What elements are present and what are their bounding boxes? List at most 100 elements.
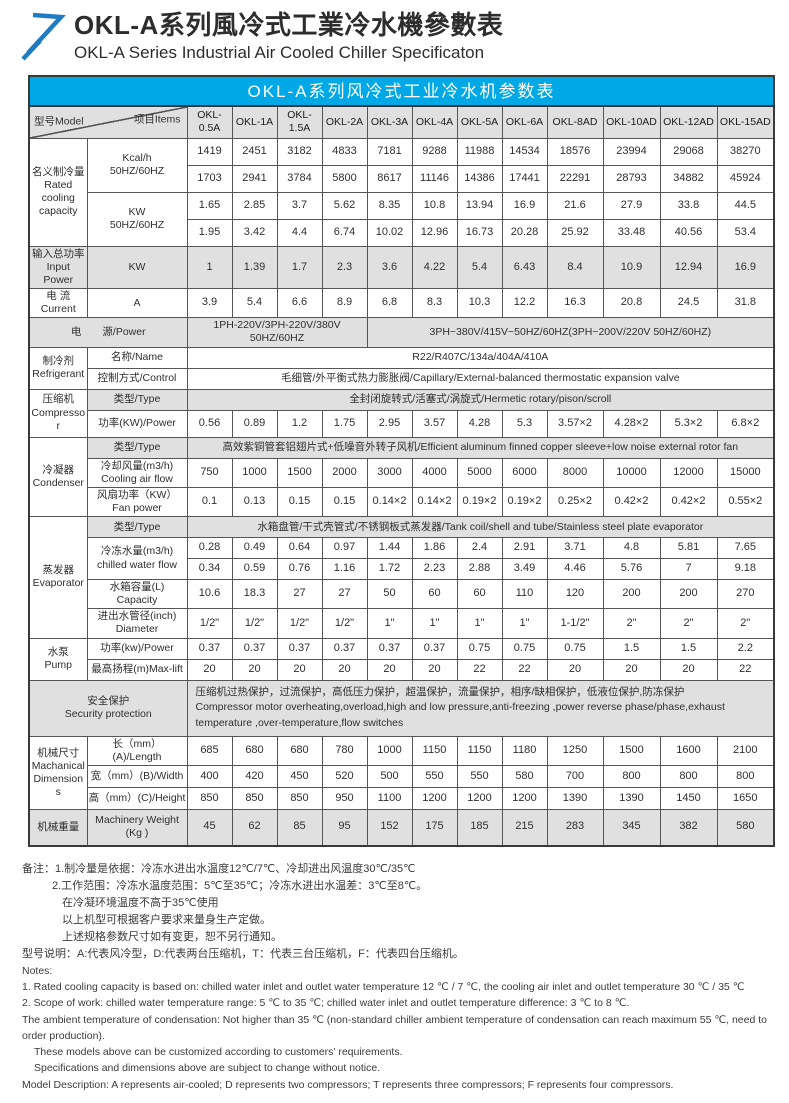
note-line: 在冷凝环境温度不高于35℃使用: [62, 896, 219, 909]
value-cell: 60: [411, 579, 458, 610]
row-group-label-security: 安全保护 Security protection: [28, 679, 188, 737]
value-cell: 6.74: [321, 218, 368, 247]
value-cell: 20: [321, 658, 368, 681]
value-cell: 8.35: [366, 191, 413, 220]
table-row: 蒸发器 Evaporator 类型/Type 水箱盘管/干式壳管式/不锈钢板式蒸…: [28, 516, 775, 639]
row-group-label-refrigerant: 制冷剂 Refrigerant: [28, 346, 88, 390]
value-cell: 1/2": [186, 608, 233, 639]
value-cell: 185: [456, 809, 503, 847]
value-cell: 2.2: [716, 637, 775, 660]
value-cell: 2": [716, 608, 775, 639]
table-row: 进出水管径(inch) Diameter 1/2" 1/2" 1/2" 1/2" 1" 1…: [29, 608, 775, 639]
value-cell: 1.7: [276, 245, 323, 290]
value-cell: 10.02: [366, 218, 413, 247]
value-cell: 31.8: [716, 288, 775, 319]
value-cell: 22: [716, 658, 775, 681]
model-header-cell: OKL-10AD: [602, 105, 661, 139]
value-cell: 120: [546, 579, 604, 610]
value-cell: 0.89: [231, 409, 278, 438]
value-cell: 0.97: [321, 537, 368, 560]
value-cell: 2100: [716, 735, 775, 767]
value-cell: 1.5: [659, 637, 718, 660]
label-en: Refrigerant: [32, 368, 85, 381]
value-cell: 1/2": [276, 608, 323, 639]
value-cell: 20: [411, 658, 458, 681]
table-row-weight: 机械重量 Machinery Weight (Kg ) 45 62 85 95 152 1…: [28, 809, 775, 847]
value-cell: 6.8: [366, 288, 413, 319]
model-header-cell: OKL-0.5A: [186, 105, 233, 139]
value-cell: 0.64: [276, 537, 323, 560]
value-cell: 53.4: [716, 218, 775, 247]
security-protection-value: 压缩机过热保护，过流保护，高低压力保护，超温保护，流量保护，相序/缺相保护，低液…: [186, 679, 775, 737]
value-cell: 40.56: [659, 218, 718, 247]
value-cell: 580: [501, 765, 548, 789]
value-cell: 3000: [366, 457, 413, 488]
doc-title: OKL-A系列風冷式工業冷水機參數表: [74, 10, 504, 40]
value-cell: 62: [231, 809, 278, 847]
label-zh: 蒸发器: [42, 564, 75, 577]
value-cell: 33.48: [602, 218, 661, 247]
value-cell: 1: [186, 245, 233, 290]
note-line: Model Description: A represents air-cool…: [22, 1078, 674, 1091]
model-header-cell: OKL-8AD: [546, 105, 604, 139]
model-header-cell: OKL-6A: [501, 105, 548, 139]
item-label-name: 名称/Name: [86, 346, 188, 369]
value-cell: 6.43: [501, 245, 548, 290]
corner-items-label: 项目Items: [133, 113, 181, 126]
value-cell: 3182: [276, 137, 323, 166]
item-label-line1: 风扇功率（KW）: [97, 488, 177, 501]
value-cell: 5.76: [602, 558, 661, 581]
value-cell: 7181: [366, 137, 413, 166]
corner-model-label: 型号Model: [34, 115, 84, 128]
value-cell: 1390: [546, 787, 604, 811]
value-cell: 4.8: [602, 537, 661, 560]
table-row: 控制方式/Control 毛细管/外平衡式热力膨胀阀/Capillary/Ext…: [29, 367, 775, 390]
value-cell: 0.75: [501, 637, 548, 660]
table-row: KW 50HZ/60HZ 1.65 2.85 3.7 5.62 8.35 10.8 13.9…: [29, 191, 775, 247]
label-en: Pump: [44, 659, 72, 672]
item-label-line2: Diameter: [115, 623, 159, 636]
value-cell: 0.14×2: [411, 486, 458, 518]
item-label-line2: Fan power: [112, 501, 162, 514]
note-line: 1. Rated cooling capacity is based on: c…: [22, 981, 745, 994]
table-row: 冷冻水量(m3/h) chilled water flow 0.28 0.49 0.…: [29, 537, 775, 581]
value-cell: 15000: [716, 457, 775, 488]
value-cell: 200: [659, 579, 718, 610]
value-cell: 24.5: [659, 288, 718, 319]
value-cell: 20: [602, 658, 661, 681]
value-cell: 1": [456, 608, 503, 639]
label-zh: 电 流: [46, 290, 71, 303]
label-en: Compressor: [31, 406, 86, 432]
value-cell: 4000: [411, 457, 458, 488]
value-cell: 45924: [716, 164, 775, 193]
value-cell: 4.46: [546, 558, 604, 581]
item-label-capacity: 水箱容量(L) Capacity: [86, 579, 188, 610]
security-zh: 压缩机过热保护，过流保护，高低压力保护，超温保护，流量保护，相序/缺相保护，低液…: [195, 685, 685, 698]
value-cell: 8.3: [411, 288, 458, 319]
model-header-cell: OKL-5A: [456, 105, 503, 139]
row-group-label-evaporator: 蒸发器 Evaporator: [28, 516, 88, 639]
row-group-label-input-power: 输入总功率 Input Power: [28, 245, 88, 290]
value-cell: 20: [366, 658, 413, 681]
value-cell: 4.22: [411, 245, 458, 290]
value-cell: 750: [186, 457, 233, 488]
value-cell: 950: [321, 787, 368, 811]
value-cell: 0.37: [411, 637, 458, 660]
value-cell: 850: [186, 787, 233, 811]
value-cell: 20: [659, 658, 718, 681]
value-cell: 8.4: [546, 245, 604, 290]
value-cell: 1.2: [276, 409, 323, 438]
item-label-line2: (Kg ): [125, 827, 149, 840]
label-en: Evaporator: [32, 577, 84, 590]
table-row: 名义制冷量 Rated cooling capacity Kcal/h 50HZ…: [28, 137, 775, 247]
table-row: 压缩机 Compressor 类型/Type 全封闭旋转式/活塞式/涡旋式/He…: [28, 388, 775, 438]
value-cell: 0.19×2: [456, 486, 503, 518]
label-zh: 名义制冷量: [32, 165, 85, 178]
note-line: 型号说明：A:代表风冷型，D:代表两台压缩机，T：代表三台压缩机，F：代表四台压…: [22, 947, 464, 960]
item-label-type: 类型/Type: [86, 436, 188, 459]
value-cell: 20: [186, 658, 233, 681]
item-label-diameter: 进出水管径(inch) Diameter: [86, 608, 188, 639]
value-cell: 0.15: [321, 486, 368, 518]
label-zh: 冷凝器: [42, 463, 75, 476]
value-cell: 45: [186, 809, 233, 847]
